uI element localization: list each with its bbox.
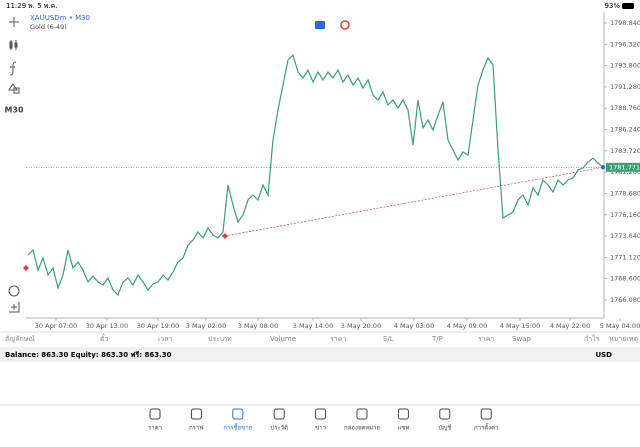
history-tool[interactable] [8, 285, 20, 297]
nav-icon[interactable] [397, 408, 409, 420]
x-tick-label: 3 May 14:00 [293, 322, 333, 330]
y-tick-label: 1778.680 [610, 189, 640, 197]
y-tick-label: 1776.160 [610, 211, 640, 219]
column-header: ราคา [330, 335, 346, 343]
buy-icon[interactable] [340, 20, 350, 30]
y-tick-label: 1773.640 [610, 232, 640, 240]
column-header: ประเภท [208, 335, 232, 343]
y-tick-label: 1786.240 [610, 126, 640, 134]
nav-label[interactable]: ข่าว [315, 425, 326, 432]
nav-icon[interactable] [439, 408, 451, 420]
sell-icon[interactable] [315, 21, 325, 29]
x-tick-label: 4 May 22:00 [550, 322, 590, 330]
nav-icon[interactable] [190, 408, 202, 420]
x-tick-label: 4 May 09:00 [447, 322, 487, 330]
y-tick-label: 1766.080 [610, 296, 640, 304]
y-tick-label: 1781.200 [610, 168, 640, 176]
trade-marker [23, 265, 29, 272]
x-tick-label: 4 May 15:00 [500, 322, 540, 330]
column-header: S/L [383, 335, 394, 343]
status-date: พ. 5 พ.ค. [28, 2, 58, 10]
current-price-label: 1781.771 [609, 163, 640, 171]
function-tool[interactable] [9, 61, 17, 76]
nav-icon[interactable] [273, 408, 285, 420]
status-battery: 93% [604, 2, 620, 10]
nav-label[interactable]: การซื้อขาย [223, 422, 252, 432]
x-tick-label: 3 May 08:00 [238, 322, 278, 330]
y-tick-label: 1768.600 [610, 275, 640, 283]
chart-symbol: XAUUSDm • M30 [30, 14, 90, 22]
nav-icon[interactable] [315, 408, 327, 420]
indicator-tool[interactable] [9, 40, 18, 50]
nav-label[interactable]: บัญชี [438, 424, 451, 432]
x-tick-label: 3 May 20:00 [341, 322, 381, 330]
balance-text: Balance: 863.30 Equity: 863.30 ฟรี: 863.… [5, 351, 172, 359]
x-tick-label: 30 Apr 13:00 [86, 322, 128, 330]
y-tick-label: 1783.720 [610, 147, 640, 155]
add-tool[interactable] [9, 302, 20, 313]
x-tick-label: 4 May 03:00 [394, 322, 434, 330]
column-header: ตั๋ว [100, 334, 109, 343]
nav-label[interactable]: แชท [397, 425, 409, 432]
nav-label[interactable]: ราคา [148, 425, 162, 432]
status-time: 11:29 [6, 2, 26, 10]
battery-icon [622, 3, 634, 9]
x-tick-label: 3 May 02:00 [186, 322, 226, 330]
timeframe[interactable]: M30 [4, 106, 24, 115]
nav-label[interactable]: กราฟ [189, 425, 203, 432]
y-tick-label: 1791.280 [610, 83, 640, 91]
nav-label[interactable]: การตั้งค่า [474, 422, 498, 432]
nav-icon[interactable] [149, 408, 161, 420]
currency: USD [595, 351, 612, 359]
chart-subtitle: Gold (6-49) [30, 23, 67, 31]
current-price-box [606, 162, 640, 172]
x-tick-label: 30 Apr 19:00 [137, 322, 179, 330]
last-point [600, 165, 606, 170]
x-tick-label: 5 May 04:00 [600, 322, 640, 330]
y-tick-label: 1793.800 [610, 62, 640, 70]
column-header: Volume [270, 335, 296, 343]
nav-icon[interactable] [232, 408, 244, 420]
column-header: หมายเหตุ [609, 335, 638, 343]
trade-marker [222, 232, 228, 239]
x-tick-label: 30 Apr 07:00 [35, 322, 77, 330]
y-tick-label: 1788.760 [610, 104, 640, 112]
column-header: Swap [512, 335, 531, 343]
y-tick-label: 1771.120 [610, 253, 640, 261]
nav-icon[interactable] [356, 408, 368, 420]
column-header: ราคา [478, 335, 494, 343]
trade-line [224, 166, 604, 237]
nav-icon[interactable] [480, 408, 492, 420]
column-header: เวลา [158, 335, 173, 343]
column-header: กำไร [584, 334, 600, 343]
y-tick-label: 1796.320 [610, 40, 640, 48]
balance-row [0, 347, 640, 362]
price-line [27, 53, 604, 297]
objects-tool[interactable] [8, 83, 20, 94]
nav-label[interactable]: ประวัติ [270, 425, 288, 432]
column-header: สัญลักษณ์ [5, 335, 35, 343]
crosshair-tool[interactable] [9, 17, 19, 27]
nav-label[interactable]: กล่องจดหมาย [344, 425, 380, 432]
y-tick-label: 1798.840 [610, 19, 640, 27]
column-header: T/P [431, 335, 443, 343]
